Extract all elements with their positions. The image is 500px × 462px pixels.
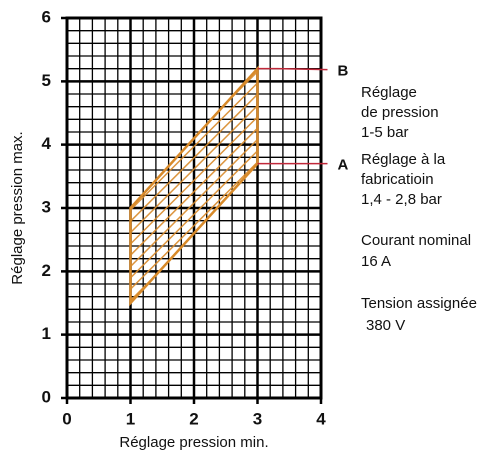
y-axis-title: Réglage pression max. [9,131,26,284]
callout-label: B [338,63,349,80]
callout-label: A [338,157,349,174]
y-tick-label: 4 [42,134,52,153]
y-tick-label: 5 [42,71,51,90]
callout-line [257,67,328,71]
y-tick-label: 3 [42,197,51,216]
x-axis-title: Réglage pression min. [119,434,268,451]
x-tick-label: 0 [62,409,71,428]
x-tick-label: 1 [126,409,135,428]
y-tick-label: 6 [42,7,51,26]
y-tick-label: 0 [42,387,51,406]
note-text: de pression [361,104,439,121]
note-text: Courant nominal [361,232,471,249]
x-tick-label: 4 [316,409,326,428]
note-text: Tension assignée [361,295,477,312]
note-text: 1-5 bar [361,124,409,141]
note-text: 1,4 - 2,8 bar [361,191,442,208]
note-text: 380 V [366,317,405,334]
x-tick-label: 2 [189,409,198,428]
y-tick-label: 1 [42,324,51,343]
note-text: Réglage [361,84,417,101]
note-text: 16 A [361,253,391,270]
y-tick-label: 2 [42,261,51,280]
plot-frame [65,16,323,400]
x-tick-label: 3 [253,409,262,428]
note-text: Réglage à la [361,151,446,168]
note-text: fabricatioin [361,171,434,188]
